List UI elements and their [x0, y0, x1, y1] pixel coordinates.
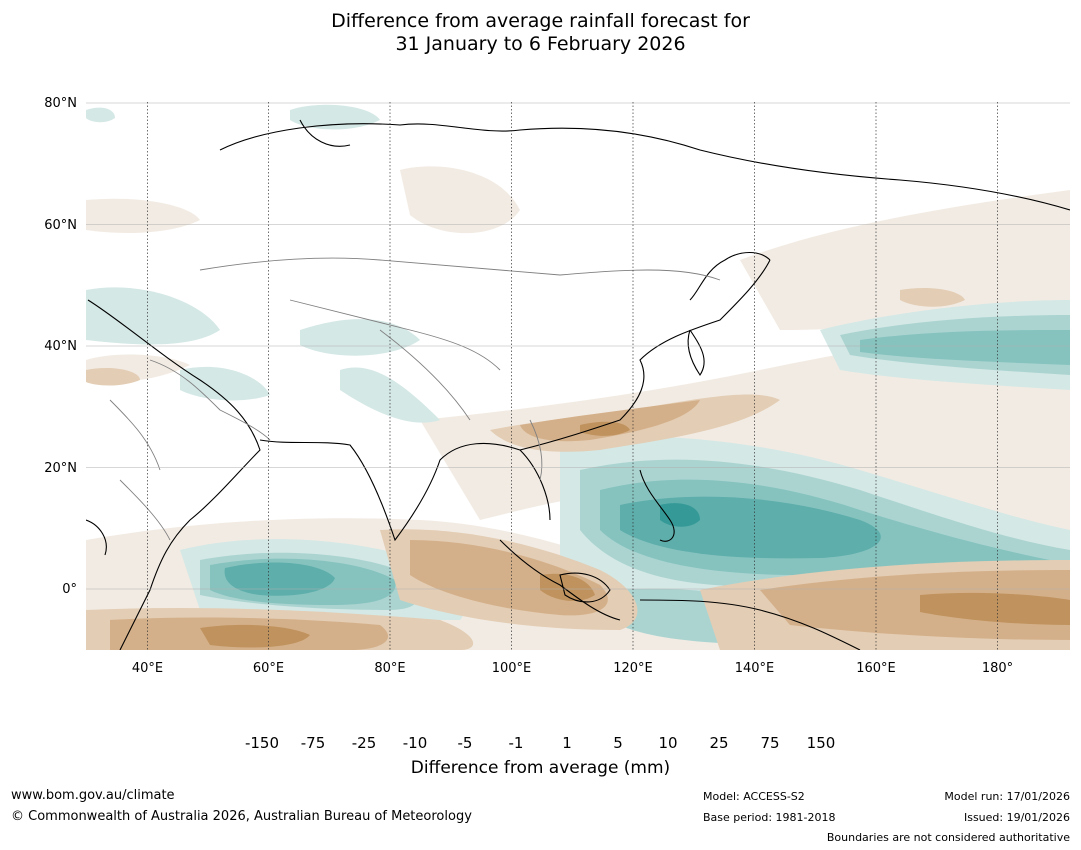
- lat-label-equator: 0°: [62, 582, 77, 597]
- colorbar-tick-label: 1: [562, 734, 572, 752]
- longitude-gridlines: [147, 102, 998, 650]
- coastlines: [86, 119, 1070, 650]
- latitude-gridlines: [86, 102, 1070, 590]
- colorbar-tick-label: 75: [760, 734, 780, 752]
- colorbar-tick-label: 5: [613, 734, 623, 752]
- colorbar-tick-label: 10: [658, 734, 678, 752]
- model-run-date: Model run: 17/01/2026: [944, 790, 1070, 803]
- lat-label-60n: 60°N: [44, 218, 77, 233]
- colorbar-tick-label: 150: [806, 734, 836, 752]
- rainfall-anomaly-map: 80°N 60°N 40°N 20°N 0° 40°E 60°E 80°E 10…: [44, 96, 1070, 676]
- colorbar-tick-label: -5: [457, 734, 473, 752]
- issued-date: Issued: 19/01/2026: [963, 811, 1070, 824]
- colorbar-tick-label: -1: [508, 734, 524, 752]
- map-title-line1: Difference from average rainfall forecas…: [331, 10, 750, 32]
- lon-label-80e: 80°E: [374, 661, 405, 676]
- colorbar-tick-label: -75: [300, 734, 326, 752]
- colorbar-tick-label: -10: [402, 734, 428, 752]
- colorbar-tick-label: -150: [244, 734, 280, 752]
- model-name: Model: ACCESS-S2: [703, 790, 805, 803]
- country-borders: [109, 257, 721, 541]
- lat-label-20n: 20°N: [44, 461, 77, 476]
- lon-label-180: 180°: [982, 661, 1013, 676]
- colorbar-tick-label: -25: [351, 734, 377, 752]
- boundaries-note: Boundaries are not considered authoritat…: [826, 831, 1070, 844]
- lon-label-100e: 100°E: [492, 661, 532, 676]
- map-plot-area: [86, 102, 1070, 650]
- lon-label-160e: 160°E: [856, 661, 896, 676]
- base-period: Base period: 1981-2018: [703, 811, 836, 824]
- lon-label-40e: 40°E: [132, 661, 163, 676]
- lon-label-60e: 60°E: [253, 661, 284, 676]
- map-title-line2: 31 January to 6 February 2026: [395, 33, 686, 55]
- lat-label-40n: 40°N: [44, 339, 77, 354]
- colorbar-title: Difference from average (mm): [410, 758, 671, 778]
- anomaly-dry-very-strong: [200, 421, 1070, 648]
- lat-label-80n: 80°N: [44, 96, 77, 111]
- website-link[interactable]: www.bom.gov.au/climate: [11, 788, 175, 803]
- colorbar-tick-label: 25: [709, 734, 729, 752]
- lon-label-140e: 140°E: [735, 661, 775, 676]
- copyright-text: © Commonwealth of Australia 2026, Austra…: [11, 809, 472, 824]
- lon-label-120e: 120°E: [613, 661, 653, 676]
